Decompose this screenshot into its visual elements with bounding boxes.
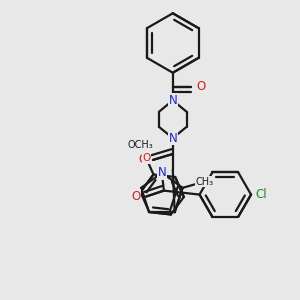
Text: O: O [138,153,148,167]
Text: N: N [168,132,177,145]
Text: O: O [142,153,151,163]
Text: O: O [131,190,141,203]
Text: N: N [168,94,177,107]
Text: CH₃: CH₃ [195,177,214,187]
Text: N: N [158,166,166,179]
Text: OCH₃: OCH₃ [128,140,154,150]
Text: O: O [196,80,205,93]
Text: Cl: Cl [255,188,267,201]
